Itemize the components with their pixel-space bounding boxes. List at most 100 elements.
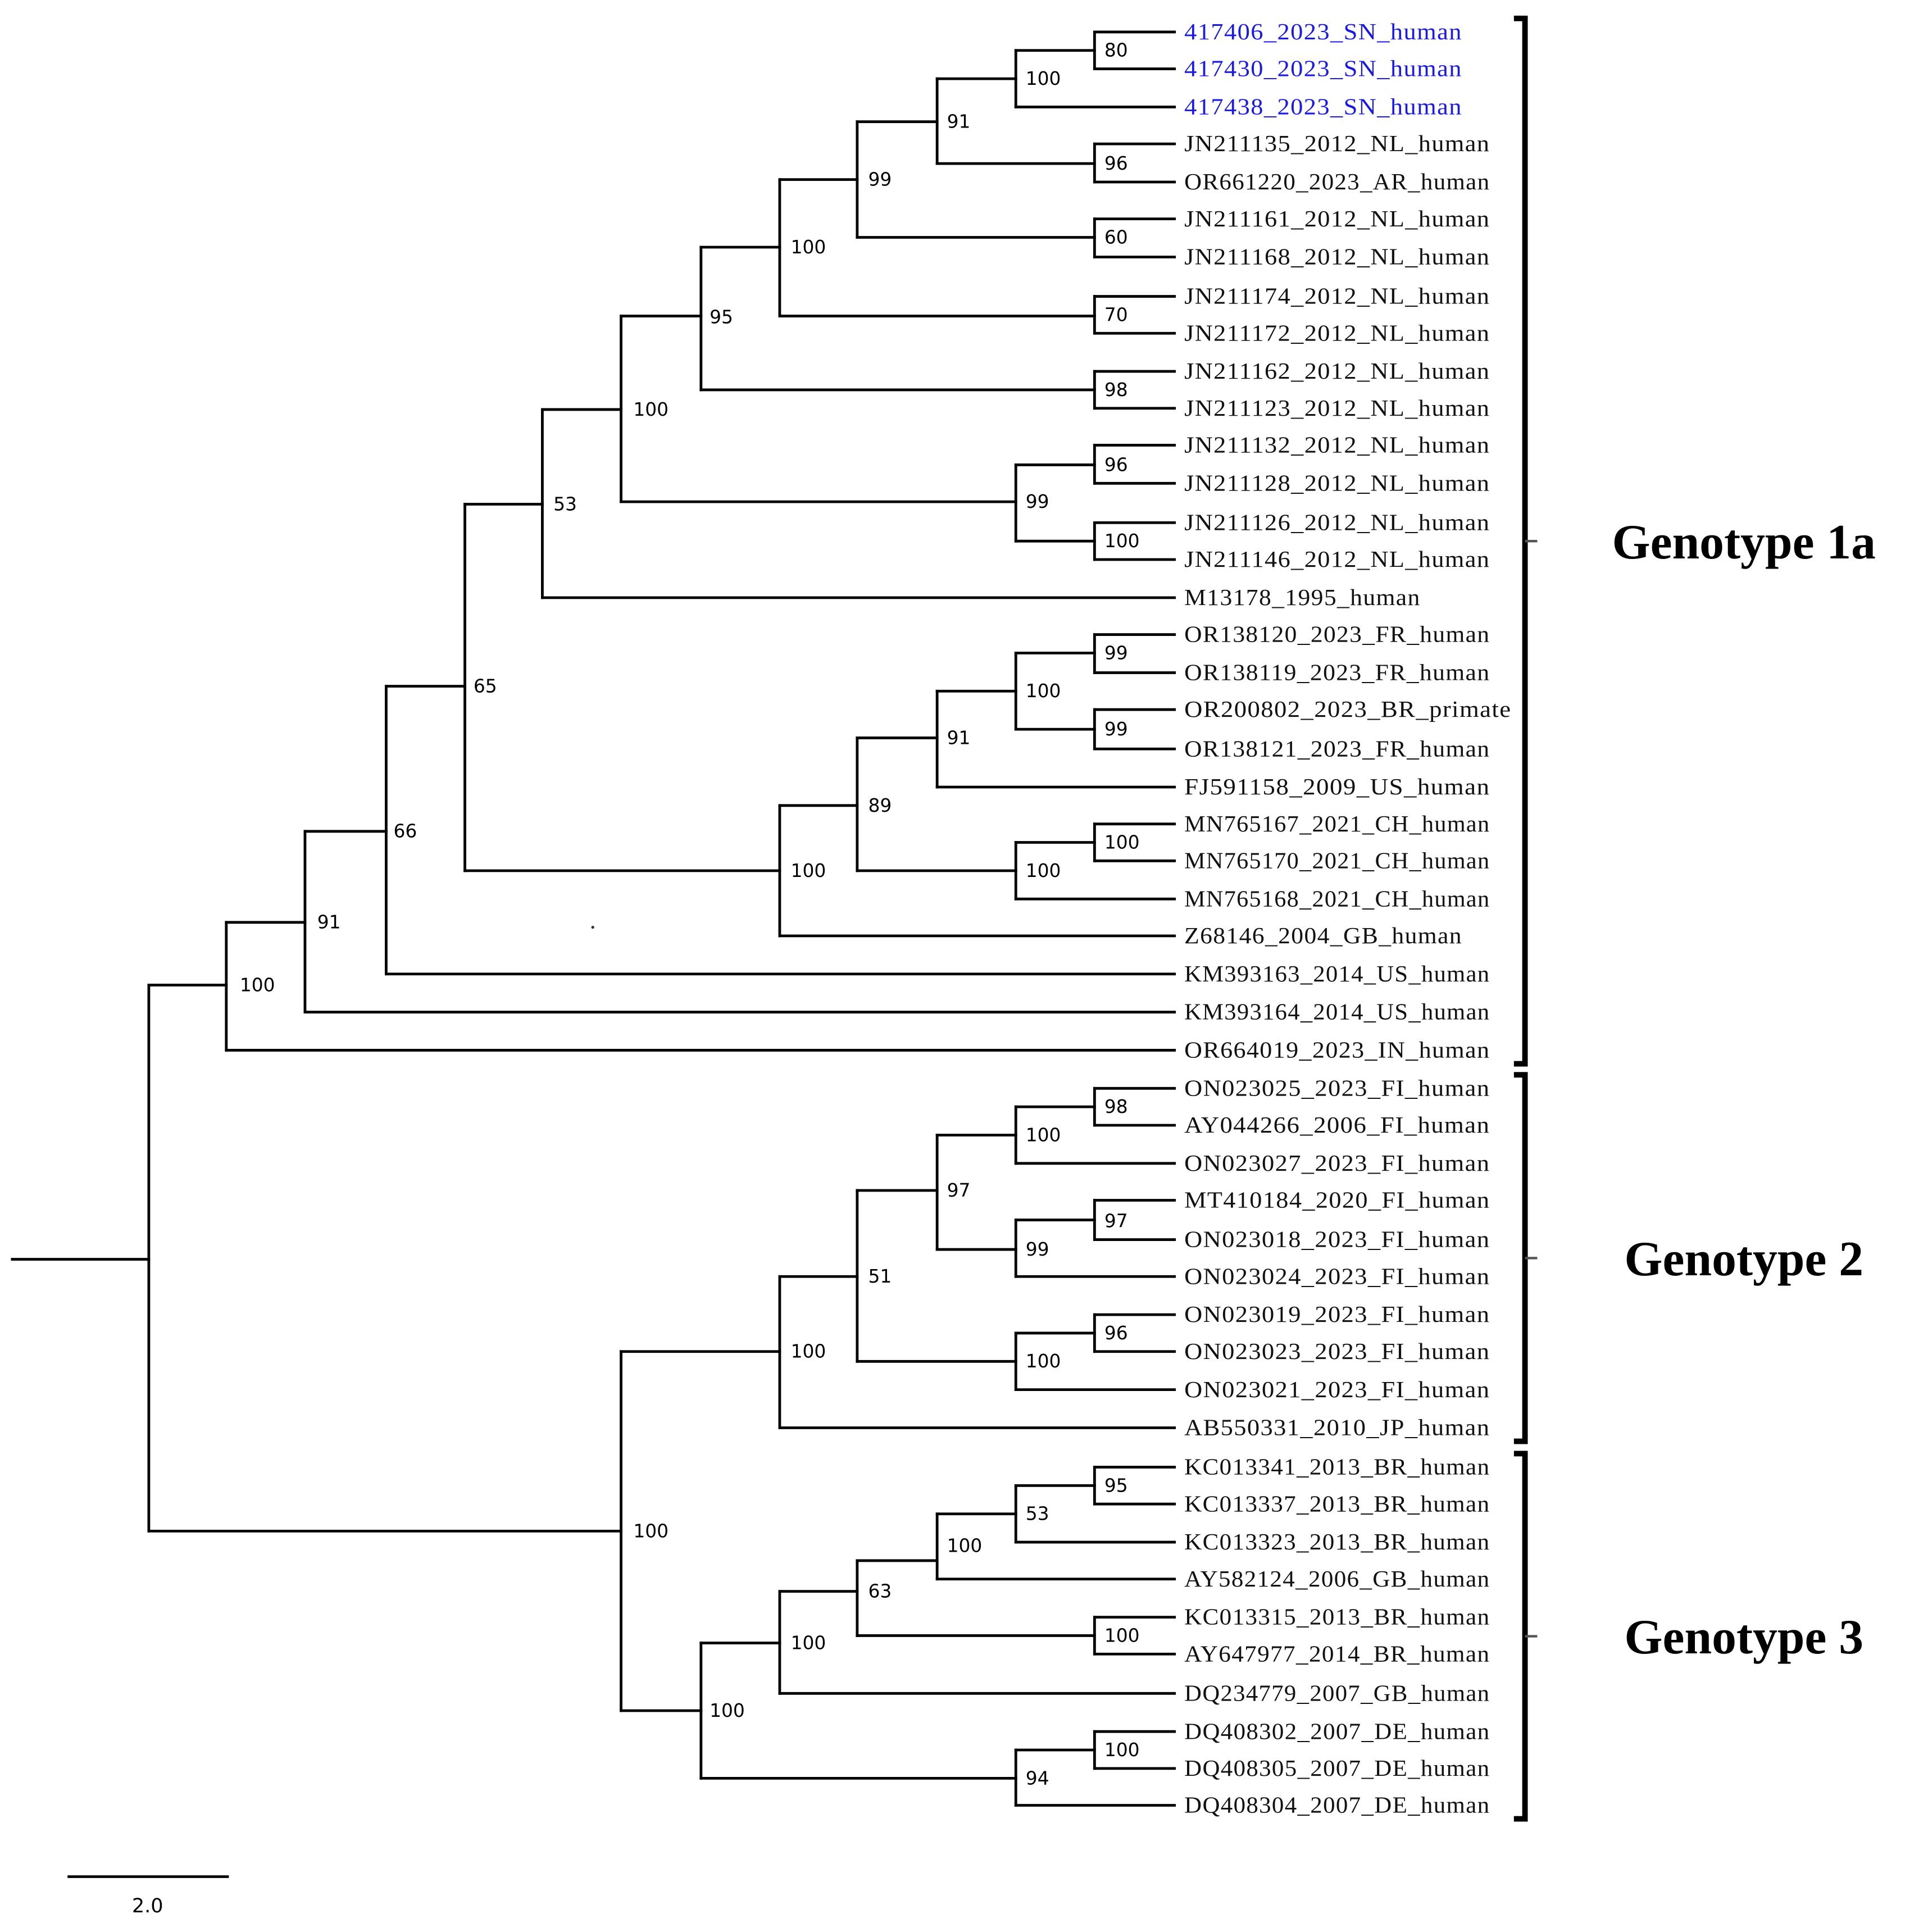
leaf-label: ON023021_2023_FI_human [1184,1376,1490,1402]
bootstrap-value: 100 [1026,860,1061,881]
bootstrap-value: 100 [1104,1739,1140,1761]
leaf-label: JN211172_2012_NL_human [1184,320,1490,346]
leaf-label: JN211161_2012_NL_human [1184,206,1490,231]
leaf-label: DQ408302_2007_DE_human [1184,1718,1490,1744]
bootstrap-value: 100 [240,974,275,995]
bootstrap-value: 91 [947,111,971,133]
bootstrap-value: 97 [1104,1211,1128,1232]
leaf-label: 417430_2023_SN_human [1184,56,1462,81]
leaf-label: JN211132_2012_NL_human [1184,432,1490,458]
leaf-label: FJ591158_2009_US_human [1184,774,1490,799]
leaf-label: JN211174_2012_NL_human [1184,283,1490,309]
bootstrap-value: 53 [553,493,577,515]
bootstrap-value: 100 [1104,530,1140,552]
leaf-label: KM393164_2014_US_human [1184,999,1490,1025]
leaf-label: JN211128_2012_NL_human [1184,470,1490,495]
leaf-label: OR664019_2023_IN_human [1184,1037,1490,1063]
leaf-label: AY582124_2006_GB_human [1184,1566,1490,1592]
bootstrap-value: 100 [633,1520,669,1542]
bootstrap-value: 98 [1104,1096,1128,1117]
bootstrap-value: 97 [947,1180,971,1201]
leaf-label: DQ234779_2007_GB_human [1184,1680,1490,1706]
leaf-label: KC013341_2013_BR_human [1184,1454,1490,1480]
leaf-label: OR138121_2023_FR_human [1184,735,1490,761]
leaf-label: KC013315_2013_BR_human [1184,1604,1490,1630]
genotype-label: Genotype 1a [1612,515,1876,569]
leaf-label: MT410184_2020_FI_human [1184,1187,1490,1213]
leaf-label: AB550331_2010_JP_human [1184,1415,1490,1440]
tree-branches [11,30,1176,1807]
bootstrap-value: 99 [1104,642,1128,663]
bootstrap-value: 100 [710,1700,745,1721]
bootstrap-value: 99 [869,169,892,190]
bootstrap-value: 94 [1026,1767,1049,1789]
bootstrap-value: 96 [1104,153,1128,174]
bootstrap-value: 100 [791,237,826,258]
bootstrap-value: 100 [1026,1124,1061,1145]
bootstrap-value: 96 [1104,454,1128,475]
bootstrap-value: 80 [1104,40,1128,61]
leaf-label: M13178_1995_human [1184,584,1421,610]
leaf-label: KM393163_2014_US_human [1184,961,1490,987]
bootstrap-value: 51 [869,1266,892,1287]
leaf-label: OR661220_2023_AR_human [1184,169,1490,194]
genotype-label: Genotype 2 [1624,1231,1863,1286]
bootstrap-value: 100 [633,399,669,420]
leaf-label: MN765167_2021_CH_human [1184,811,1490,837]
bootstrap-value: 100 [791,860,826,881]
bootstrap-value: 66 [394,821,417,842]
leaf-label: AY044266_2006_FI_human [1184,1112,1490,1138]
leaf-label: ON023025_2023_FI_human [1184,1075,1490,1101]
leaf-label: JN211126_2012_NL_human [1184,509,1490,535]
scale-bar-label: 2.0 [132,1894,163,1917]
scale-bar: 2.0 [67,1875,229,1917]
bootstrap-value: 99 [1026,1239,1049,1260]
leaf-label: AY647977_2014_BR_human [1184,1640,1490,1666]
bootstrap-value: 98 [1104,379,1128,401]
bootstrap-value: 100 [1026,68,1061,89]
leaf-label: JN211123_2012_NL_human [1184,395,1490,421]
bootstrap-value: 70 [1104,304,1128,325]
leaf-labels: 417406_2023_SN_human 417430_2023_SN_human… [1184,19,1511,1818]
leaf-label: ON023019_2023_FI_human [1184,1301,1490,1327]
bootstrap-value: 95 [710,307,733,328]
bootstrap-value: 95 [1104,1475,1128,1496]
leaf-label: DQ408305_2007_DE_human [1184,1755,1490,1781]
leaf-label: ON023018_2023_FI_human [1184,1226,1490,1252]
leaf-label: MN765168_2021_CH_human [1184,885,1490,911]
bootstrap-value: 99 [1104,719,1128,740]
bootstrap-value: 89 [869,795,892,816]
leaf-label: JN211135_2012_NL_human [1184,130,1490,156]
leaf-label: OR138119_2023_FR_human [1184,660,1490,685]
leaf-label: 417406_2023_SN_human [1184,19,1462,44]
leaf-label: JN211162_2012_NL_human [1184,358,1490,384]
bootstrap-value: 100 [791,1633,826,1654]
leaf-label: ON023027_2023_FI_human [1184,1150,1490,1176]
stray-dot [591,925,594,929]
leaf-label: OR138120_2023_FR_human [1184,621,1490,647]
bootstrap-value: 100 [1104,1625,1140,1646]
bootstrap-value: 63 [869,1581,892,1602]
leaf-label: MN765170_2021_CH_human [1184,847,1490,873]
leaf-label: Z68146_2004_GB_human [1184,922,1462,948]
bootstrap-value: 100 [1026,1351,1061,1372]
leaf-label: ON023023_2023_FI_human [1184,1338,1490,1364]
genotype-label: Genotype 3 [1624,1610,1863,1664]
bootstrap-value: 100 [791,1341,826,1362]
leaf-label: JN211146_2012_NL_human [1184,546,1490,572]
genotype-brackets: Genotype 1a Genotype 2 Genotype 3 [1513,15,1876,1822]
bootstrap-value: 91 [317,912,341,933]
bootstrap-value: 99 [1026,491,1049,512]
bootstrap-value: 100 [1104,831,1140,853]
genotype-bracket [1513,1451,1528,1822]
genotype-bracket [1513,1072,1528,1444]
leaf-label: KC013323_2013_BR_human [1184,1529,1490,1554]
bootstrap-value: 53 [1026,1503,1049,1525]
bootstrap-value: 100 [1026,680,1061,702]
bootstrap-value: 96 [1104,1322,1128,1344]
bootstrap-values: 80 100 91 96 99 60 100 70 95 98 100 96 99 100 53 99 100 9… [240,40,1140,1789]
leaf-label: KC013337_2013_BR_human [1184,1490,1490,1516]
leaf-label: JN211168_2012_NL_human [1184,244,1490,270]
leaf-label: DQ408304_2007_DE_human [1184,1792,1490,1818]
